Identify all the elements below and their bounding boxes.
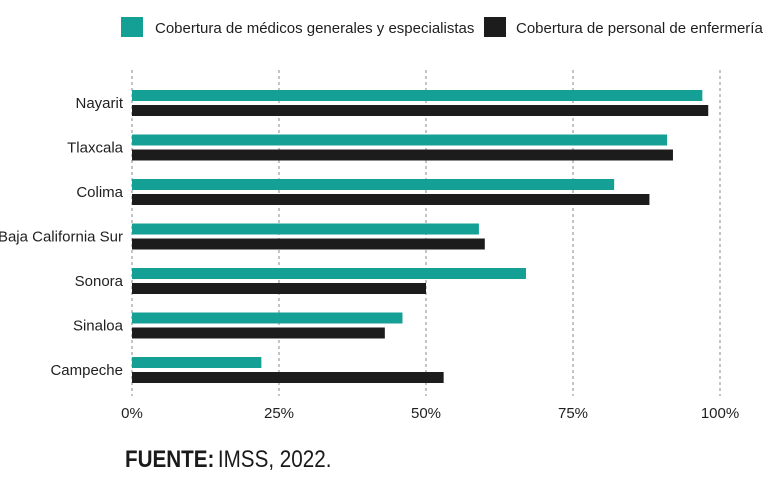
x-tick-labels: 0% 25% 50% 75% 100%: [121, 405, 739, 422]
bar-2-5: [132, 327, 385, 339]
bar-1-3: [132, 223, 479, 235]
legend-label-2: Cobertura de personal de enfermería: [516, 20, 763, 37]
source-text: IMSS, 2022.: [217, 446, 332, 473]
category-label: Campeche: [50, 362, 123, 379]
bar-1-0: [132, 90, 703, 101]
x-tick-label: 100%: [701, 405, 739, 422]
category-label: Sinaloa: [73, 318, 124, 335]
category-labels: Nayarit Tlaxcala Colima Baja California Sur…: [0, 95, 124, 379]
source-note: FUENTE: IMSS, 2022.: [125, 446, 331, 474]
bars: [132, 90, 709, 383]
bar-2-2: [132, 194, 650, 205]
bar-1-6: [132, 357, 262, 368]
category-label: Sonora: [75, 273, 124, 290]
x-tick-label: 0%: [121, 405, 143, 422]
source-label: FUENTE:: [125, 446, 215, 473]
legend-label-1: Cobertura de médicos generales y especia…: [155, 20, 474, 37]
bar-2-0: [132, 105, 709, 116]
x-tick-label: 50%: [411, 405, 441, 422]
bar-1-4: [132, 268, 526, 279]
bar-2-6: [132, 372, 444, 383]
legend-swatch-2: [484, 17, 506, 37]
chart: Cobertura de médicos generales y especia…: [0, 17, 763, 422]
x-tick-label: 75%: [558, 405, 588, 422]
category-label: Baja California Sur: [0, 229, 123, 246]
category-label: Tlaxcala: [67, 140, 124, 157]
x-tick-label: 25%: [264, 405, 294, 422]
bar-1-1: [132, 134, 668, 146]
bar-1-2: [132, 179, 615, 190]
bar-1-5: [132, 312, 403, 324]
category-label: Nayarit: [75, 95, 123, 112]
bar-2-4: [132, 283, 426, 294]
bar-2-1: [132, 149, 673, 161]
legend-swatch-1: [121, 17, 143, 37]
bar-2-3: [132, 238, 485, 250]
category-label: Colima: [76, 184, 123, 201]
legend: Cobertura de médicos generales y especia…: [121, 17, 763, 37]
